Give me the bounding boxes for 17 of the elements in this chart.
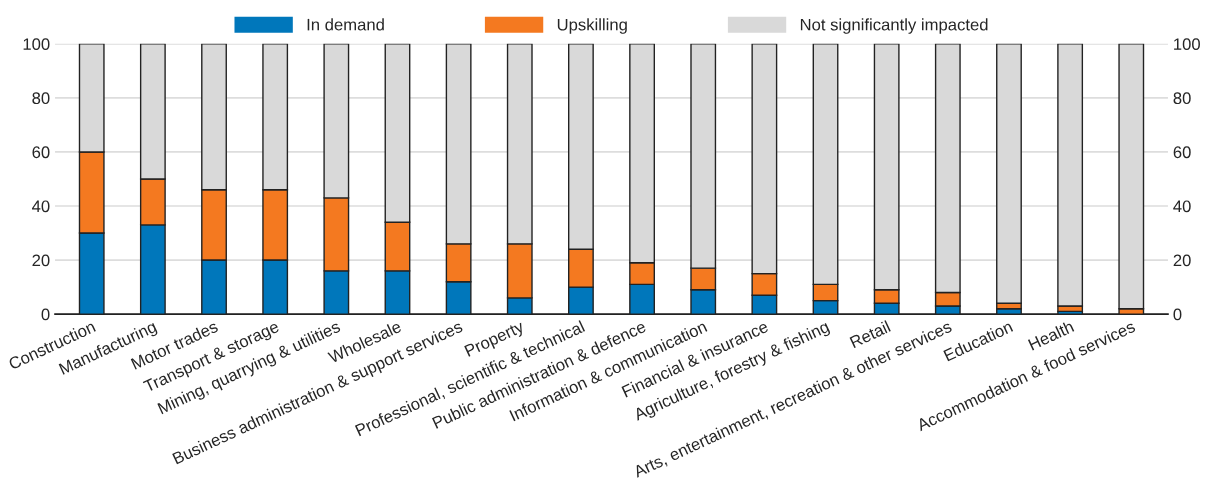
legend-label: In demand	[307, 18, 384, 31]
y-tick-label: 0	[41, 308, 50, 321]
y-tick-label: 20	[32, 254, 50, 267]
y2-tick-label: 0	[1173, 308, 1182, 321]
y-tick-label: 60	[32, 146, 50, 159]
y2-tick-label: 60	[1173, 146, 1191, 159]
legend-label: Not significantly impacted	[800, 18, 988, 34]
y2-tick-label: 40	[1173, 200, 1191, 213]
y-tick-label: 40	[32, 200, 50, 213]
legend-label: Upskilling	[557, 18, 627, 34]
y2-tick-label: 20	[1173, 254, 1191, 267]
y-tick-label: 100	[23, 38, 50, 51]
y2-tick-label: 80	[1173, 92, 1191, 105]
y2-tick-label: 100	[1174, 38, 1200, 51]
x-tick-label: Health	[1027, 320, 1075, 351]
y-tick-label: 80	[32, 92, 50, 105]
x-tick-label: Retail	[849, 320, 891, 349]
